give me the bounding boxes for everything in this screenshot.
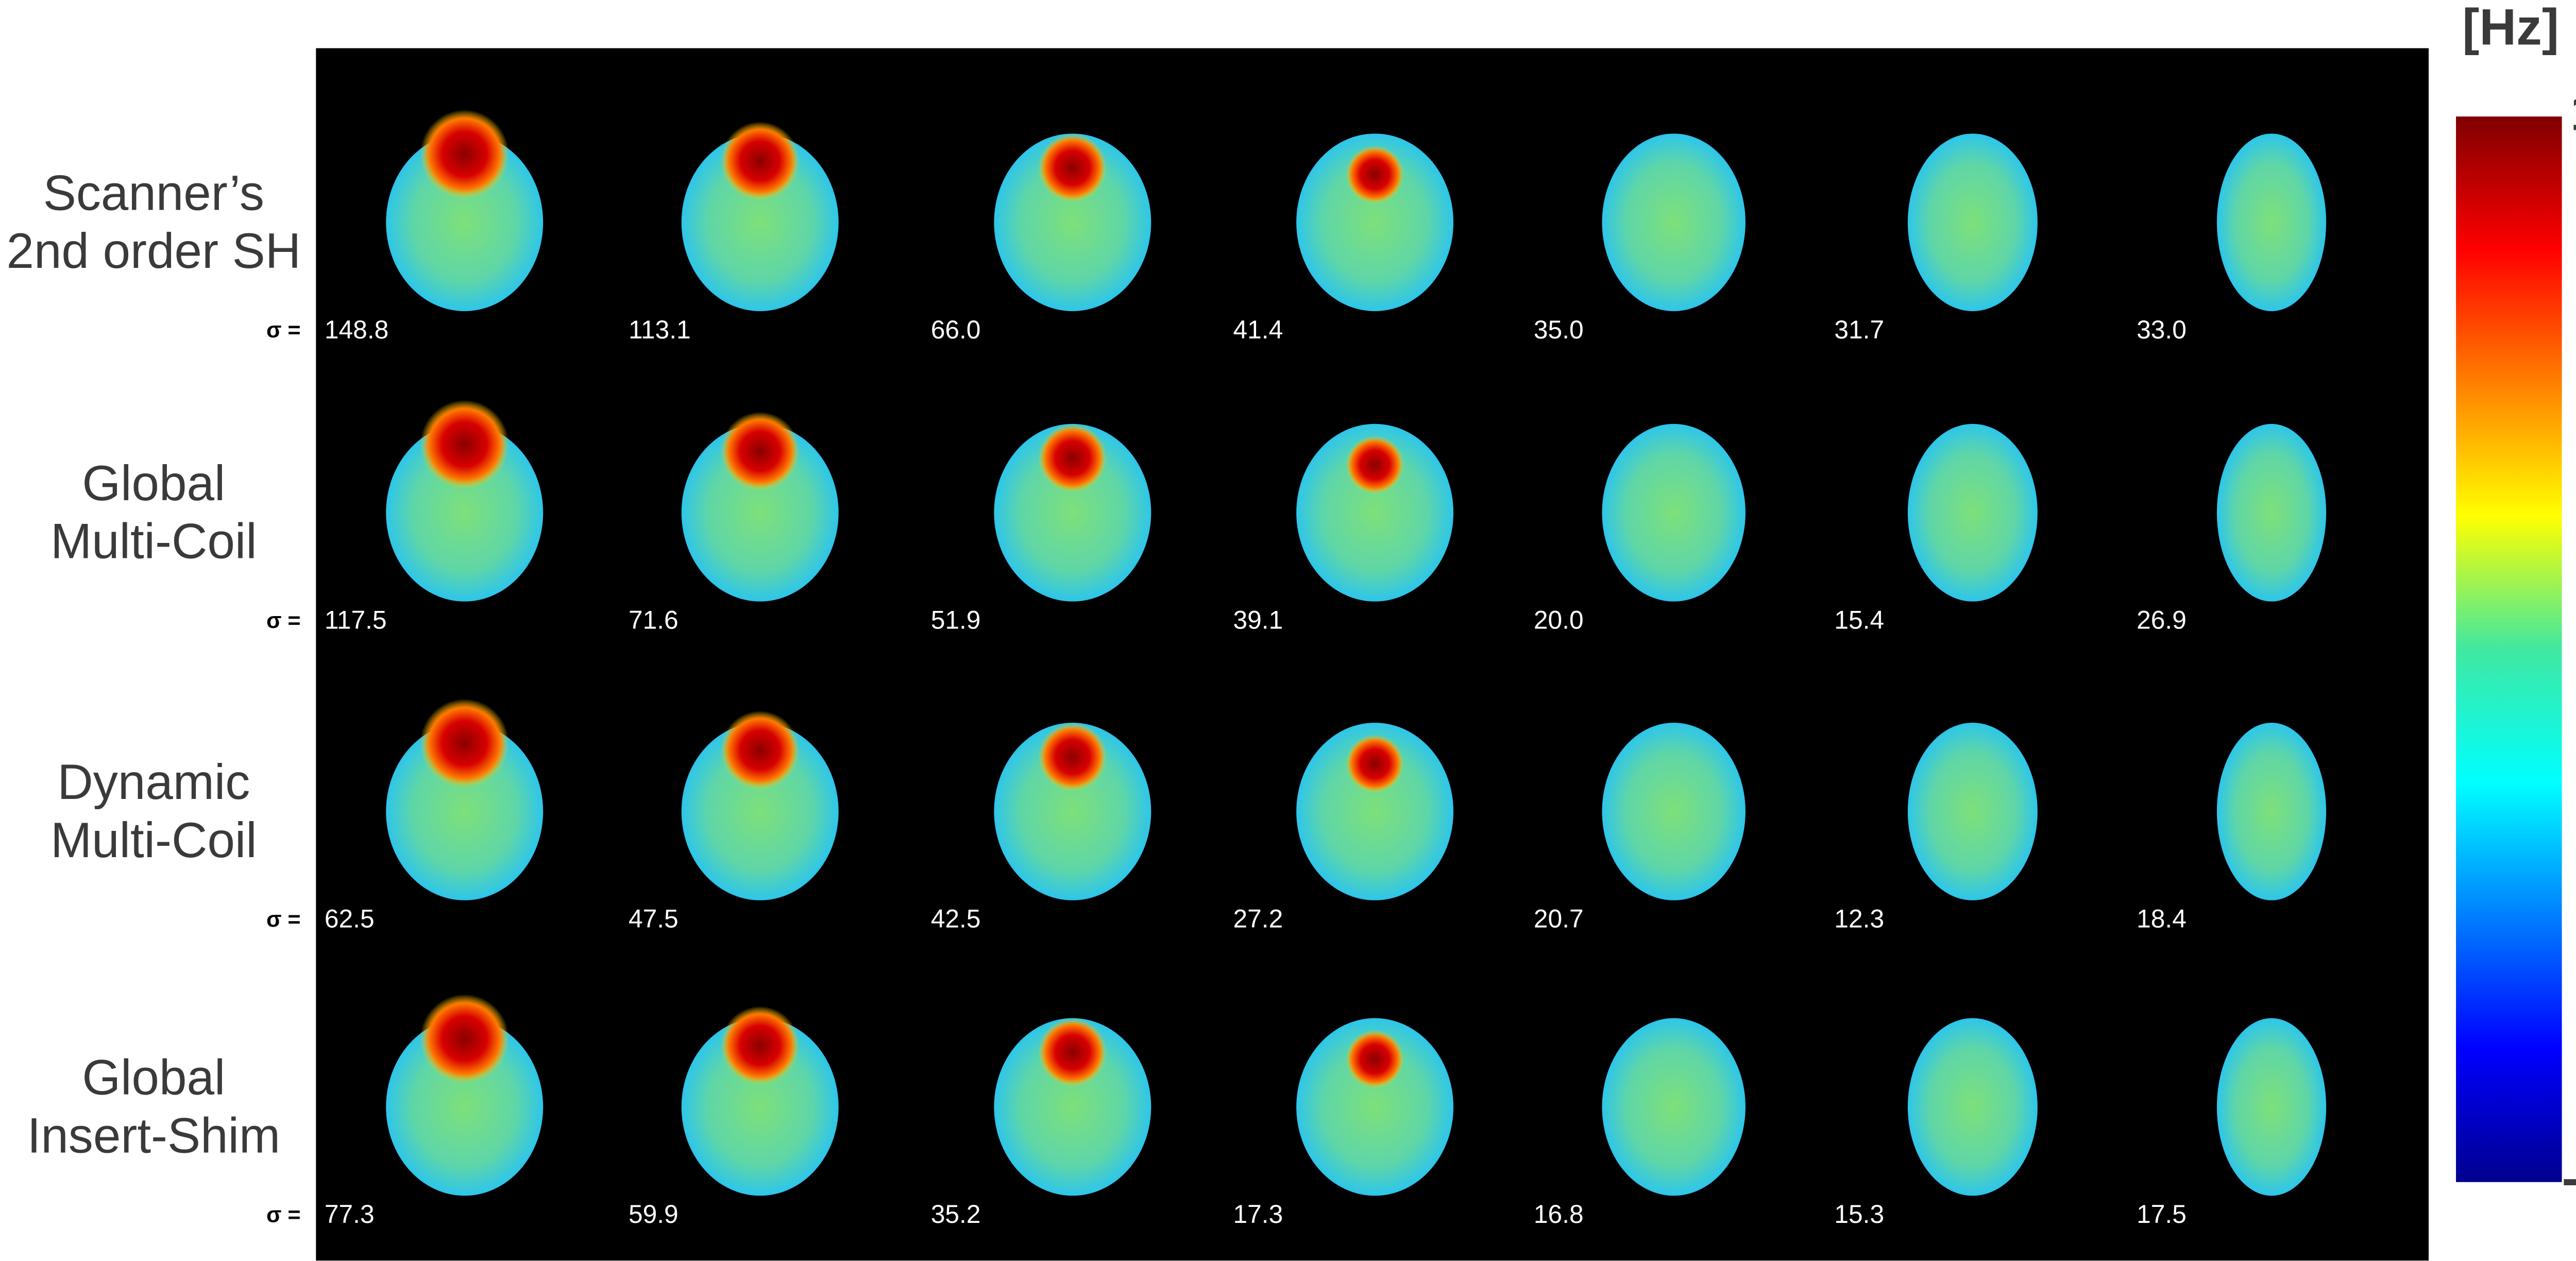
frontal-hotspot [1038, 1018, 1107, 1087]
sigma-value: 15.4 [1834, 606, 1884, 635]
sigma-value: 113.1 [629, 315, 691, 344]
sigma-value: 35.2 [931, 1200, 981, 1229]
brain-slice [1296, 1018, 1454, 1196]
sigma-value: 12.3 [1834, 905, 1884, 933]
frontal-hotspot [1346, 436, 1404, 494]
sigma-value: 51.9 [931, 606, 981, 635]
sigma-value: 33.0 [2137, 315, 2187, 344]
sigma-value: 31.7 [1834, 315, 1884, 344]
sigma-value: 20.0 [1534, 606, 1584, 635]
frontal-hotspot [420, 994, 509, 1083]
frontal-hotspot [420, 400, 509, 489]
sigma-value: 66.0 [931, 315, 981, 344]
colorbar [2456, 116, 2562, 1182]
sigma-value: 41.4 [1233, 315, 1283, 344]
brain-slice [1602, 133, 1745, 312]
frontal-hotspot [420, 109, 509, 199]
sigma-value: 26.9 [2137, 606, 2187, 635]
sigma-label: σ = [266, 318, 301, 343]
brain-slice [386, 133, 544, 312]
sigma-value: 77.3 [325, 1200, 375, 1229]
sigma-value: 59.9 [629, 1200, 679, 1229]
sigma-value: 47.5 [629, 905, 679, 933]
sigma-value: 62.5 [325, 905, 375, 933]
frontal-hotspot [1038, 423, 1107, 492]
colorbar-tick-label: -150 [2562, 1150, 2576, 1207]
colorbar-tick-label: 150 [2570, 84, 2576, 141]
sigma-value: 39.1 [1233, 606, 1283, 635]
brain-slice [1907, 133, 2038, 312]
frontal-hotspot [720, 1006, 800, 1085]
brain-slice [1296, 133, 1454, 312]
sigma-value: 148.8 [325, 315, 388, 344]
row-label: Insert-Shim [27, 1108, 280, 1163]
brain-slice [1296, 423, 1454, 602]
sigma-label: σ = [266, 1202, 301, 1227]
row-label: Global [82, 1050, 225, 1105]
brain-slice [386, 723, 544, 900]
brain-slice [1907, 723, 2038, 900]
brain-slice [994, 1018, 1151, 1196]
sigma-label: σ = [266, 608, 301, 633]
sigma-label: σ = [266, 907, 301, 932]
frontal-hotspot [1346, 145, 1404, 204]
sigma-value: 15.3 [1834, 1200, 1884, 1229]
row-label: Global [82, 456, 225, 511]
brain-slice [1602, 1018, 1745, 1196]
frontal-hotspot [720, 710, 800, 790]
frontal-hotspot [720, 122, 800, 200]
frontal-hotspot [1346, 735, 1404, 793]
row-label: Dynamic [57, 755, 250, 810]
brain-slice [1296, 723, 1454, 900]
brain-slice [1602, 723, 1745, 900]
brain-slice [681, 723, 839, 900]
sigma-value: 71.6 [629, 606, 679, 635]
brain-slice [681, 1018, 839, 1196]
row-label: Multi-Coil [50, 813, 257, 868]
brain-slice [2216, 723, 2327, 900]
brain-slice [994, 423, 1151, 602]
brain-slice [386, 423, 544, 602]
sigma-value: 17.5 [2137, 1200, 2187, 1229]
sigma-value: 16.8 [1534, 1200, 1584, 1229]
brain-slice [1907, 1018, 2038, 1196]
sigma-value: 35.0 [1534, 315, 1584, 344]
sigma-value: 20.7 [1534, 905, 1584, 933]
brain-slice [994, 723, 1151, 900]
brain-slice [2216, 423, 2327, 602]
frontal-hotspot [1038, 723, 1107, 791]
frontal-hotspot [420, 698, 509, 788]
brain-slice [2216, 133, 2327, 312]
sigma-value: 42.5 [931, 905, 981, 933]
frontal-hotspot [720, 412, 800, 491]
brain-slice [994, 133, 1151, 312]
brain-slice [1907, 423, 2038, 602]
brain-slice [2216, 1018, 2327, 1196]
sigma-value: 117.5 [325, 606, 387, 635]
sigma-value: 17.3 [1233, 1200, 1283, 1229]
brain-slice [681, 133, 839, 312]
frontal-hotspot [1346, 1030, 1404, 1088]
sigma-value: 18.4 [2137, 905, 2187, 933]
brain-slice [681, 423, 839, 602]
frontal-hotspot [1038, 133, 1107, 202]
row-label: Multi-Coil [50, 514, 257, 569]
row-label: 2nd order SH [6, 224, 301, 279]
row-label: Scanner’s [43, 165, 264, 220]
brain-slice [386, 1018, 544, 1196]
sigma-value: 27.2 [1233, 905, 1283, 933]
brain-slice [1602, 423, 1745, 602]
colorbar-unit: [Hz] [2462, 0, 2559, 56]
